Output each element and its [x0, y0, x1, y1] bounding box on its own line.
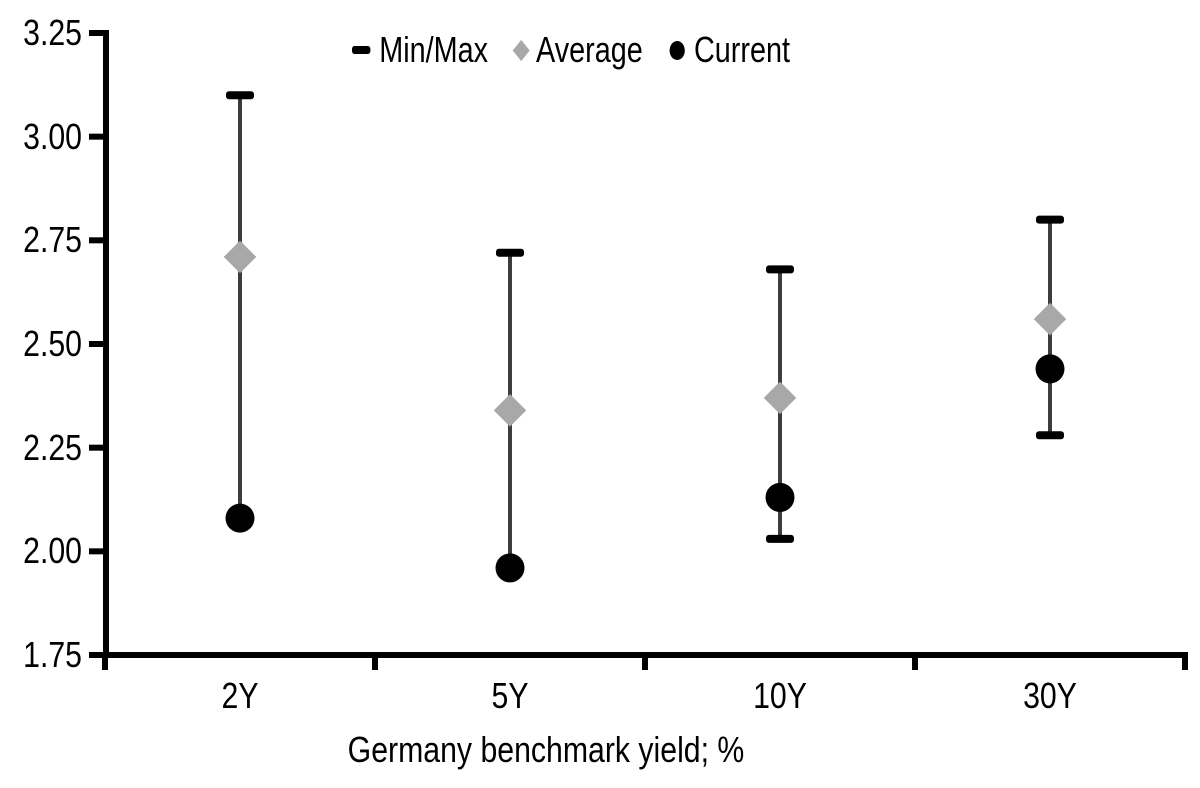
- current-marker: [1035, 354, 1065, 384]
- x-tick: [102, 652, 108, 670]
- x-tick: [642, 652, 648, 670]
- y-tick-label: 2.50: [23, 323, 82, 364]
- y-tick: [89, 30, 105, 36]
- y-tick: [89, 548, 105, 555]
- y-tick-label: 3.00: [23, 115, 82, 157]
- current-marker: [495, 553, 525, 583]
- y-tick: [89, 133, 105, 140]
- legend-label-minmax: Min/Max: [379, 29, 489, 70]
- legend-item-current: Current: [669, 29, 791, 71]
- average-marker: [493, 394, 527, 427]
- x-tick: [372, 652, 378, 670]
- y-tick: [89, 652, 105, 658]
- average-marker: [1033, 302, 1067, 336]
- legend-label-current: Current: [693, 29, 791, 70]
- x-tick-label: 10Y: [753, 675, 807, 716]
- y-axis-line: [103, 30, 109, 658]
- y-tick-label: 1.75: [23, 634, 82, 675]
- y-tick-label: 2.25: [23, 426, 82, 468]
- x-tick: [1182, 652, 1188, 670]
- max-cap: [496, 248, 524, 257]
- average-marker: [763, 381, 797, 415]
- x-axis-title: Germany benchmark yield; %: [347, 729, 745, 770]
- y-tick-label: 2.75: [23, 219, 82, 261]
- min-cap: [766, 534, 794, 543]
- max-cap: [766, 265, 794, 274]
- whisker: [238, 95, 242, 519]
- current-circle-icon: [669, 40, 686, 60]
- x-tick-label: 5Y: [491, 675, 529, 716]
- legend-item-average: Average: [512, 29, 643, 71]
- average-marker: [223, 240, 257, 274]
- legend-label-average: Average: [536, 29, 643, 70]
- y-tick: [89, 341, 105, 347]
- x-tick: [912, 652, 918, 670]
- y-tick-label: 2.00: [23, 530, 82, 572]
- min-cap: [1036, 431, 1064, 440]
- y-tick-label: 3.25: [23, 12, 82, 53]
- current-marker: [765, 482, 795, 512]
- x-tick-label: 2Y: [221, 675, 259, 716]
- current-marker: [225, 503, 255, 533]
- y-tick: [89, 237, 105, 244]
- legend-item-minmax: Min/Max: [352, 29, 488, 71]
- max-cap: [226, 91, 254, 100]
- legend: Min/Max Average Current: [352, 29, 790, 71]
- minmax-dash-icon: [352, 46, 371, 54]
- y-tick: [89, 444, 105, 451]
- x-tick-label: 30Y: [1023, 675, 1077, 716]
- max-cap: [1036, 215, 1064, 224]
